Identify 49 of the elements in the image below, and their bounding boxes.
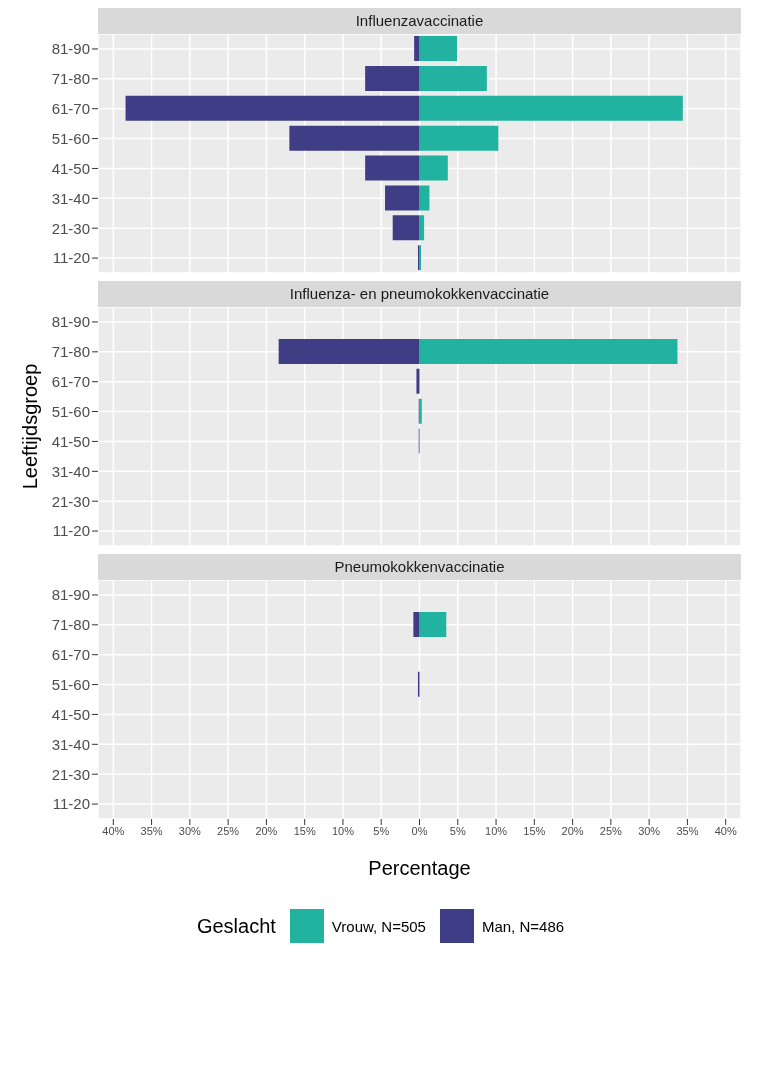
legend-label: Vrouw, N=505 [331, 917, 426, 935]
y-tick-label: 11-20 [52, 522, 90, 540]
y-tick-label: 61-70 [51, 373, 90, 391]
x-tick-label: 35% [140, 824, 163, 837]
y-tick-label: 81-90 [51, 40, 90, 58]
x-tick-label: 5% [449, 824, 466, 837]
x-tick-label: 25% [599, 824, 623, 837]
x-tick-label: 40% [102, 824, 125, 837]
x-tick-label: 35% [676, 824, 699, 837]
y-tick-label: 61-70 [51, 646, 90, 664]
legend-label: Man, N=486 [481, 917, 565, 935]
y-tick-label: 61-70 [51, 100, 90, 118]
x-tick-label: 15% [293, 824, 316, 837]
y-tick-label: 41-50 [51, 159, 90, 177]
x-tick-label: 0% [411, 824, 428, 837]
y-tick-label: 21-30 [51, 765, 90, 783]
y-tick-label: 81-90 [51, 586, 90, 604]
y-tick-label: 51-60 [51, 129, 90, 147]
y-tick-label: 11-20 [52, 795, 90, 813]
y-tick-label: 51-60 [51, 402, 90, 420]
x-tick-label: 5% [373, 824, 390, 837]
x-tick-label: 15% [523, 824, 546, 837]
x-axis-title: Percentage [368, 857, 471, 879]
y-tick-label: 21-30 [51, 219, 90, 237]
y-tick-label: 51-60 [51, 675, 90, 693]
y-axis-title: Leeftijdsgroep [19, 363, 42, 490]
y-tick-label: 81-90 [51, 313, 90, 331]
y-tick-label: 31-40 [51, 735, 90, 753]
y-tick-label: 41-50 [51, 705, 90, 723]
x-tick-label: 10% [331, 824, 355, 837]
x-tick-label: 40% [714, 824, 737, 837]
chart-title: Pneumokokkenvaccinatie [98, 554, 741, 580]
y-tick-label: 41-50 [51, 432, 90, 450]
x-tick-label: 20% [255, 824, 278, 837]
x-tick-label: 30% [638, 824, 661, 837]
x-tick-label: 30% [178, 824, 202, 837]
x-tick-label: 20% [561, 824, 584, 837]
y-tick-label: 31-40 [51, 189, 90, 207]
chart-title: Influenza- en pneumokokkenvaccinatie [98, 281, 741, 307]
y-tick-label: 21-30 [51, 492, 90, 510]
y-tick-label: 71-80 [51, 70, 90, 88]
x-tick-label: 10% [485, 824, 508, 837]
y-tick-label: 11-20 [52, 249, 90, 267]
chart-title: Influenzavaccinatie [98, 8, 741, 34]
y-tick-label: 31-40 [51, 462, 90, 480]
y-tick-label: 71-80 [51, 343, 90, 361]
y-tick-label: 71-80 [51, 616, 90, 634]
x-tick-label: 25% [217, 824, 240, 837]
legend-title: Geslacht [196, 914, 276, 938]
